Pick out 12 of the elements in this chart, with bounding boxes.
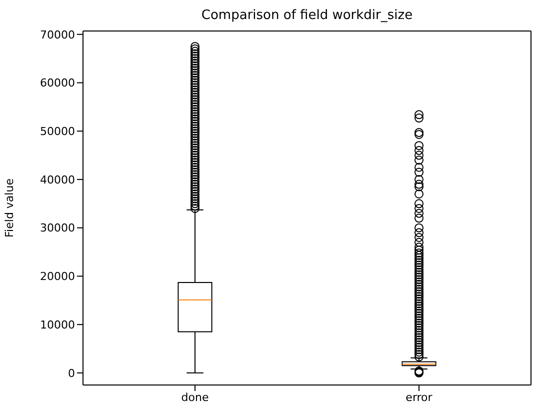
- y-tick-label: 0: [68, 366, 75, 380]
- y-tick-label: 60000: [40, 76, 75, 90]
- y-tick-label: 10000: [40, 318, 75, 332]
- y-tick-label: 20000: [40, 270, 75, 284]
- x-tick-label: done: [181, 390, 209, 404]
- y-tick-label: 30000: [40, 222, 75, 235]
- y-tick-label: 50000: [40, 125, 75, 138]
- y-tick-label: 40000: [40, 173, 75, 186]
- x-tick-label: error: [406, 390, 433, 404]
- y-axis-title: Field value: [2, 178, 16, 238]
- chart-title: Comparison of field workdir_size: [200, 8, 414, 23]
- y-tick-label: 70000: [40, 28, 75, 42]
